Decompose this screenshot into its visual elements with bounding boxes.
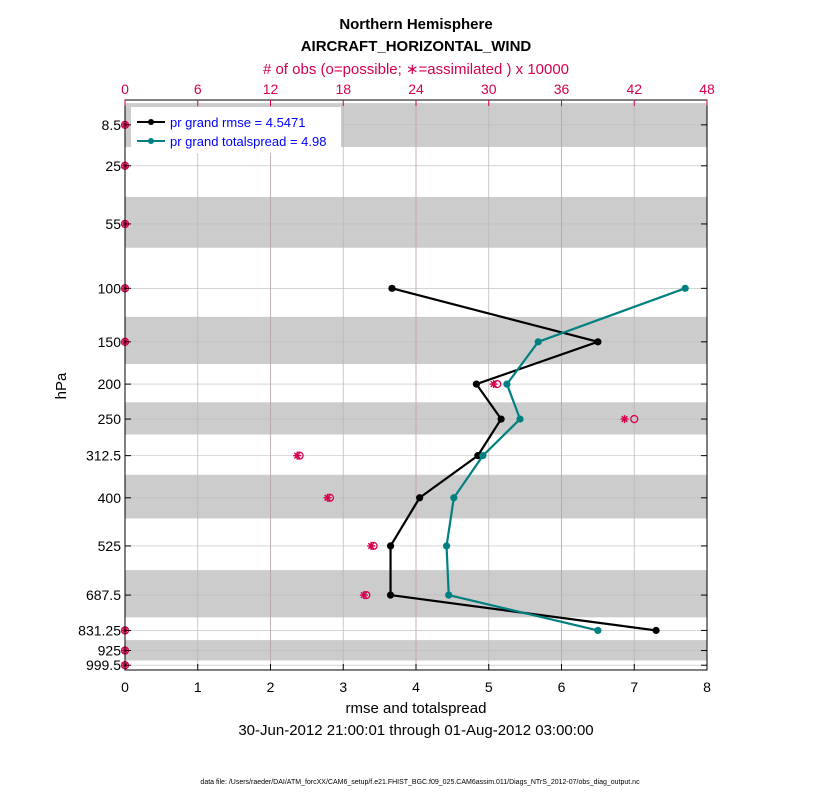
series-1-point-2 <box>503 380 511 388</box>
series-0-point-8 <box>652 626 660 635</box>
legend-box <box>131 107 341 153</box>
series-0-point-3 <box>497 415 505 423</box>
top-tick-label-7: 42 <box>626 81 642 97</box>
y-tick-label-8: 400 <box>98 490 122 506</box>
top-x-axis: 0 6 12 18 24 30 36 42 48 <box>121 81 715 106</box>
obs-assimilated-marker-7 <box>293 451 302 460</box>
series-1-point-0 <box>681 284 689 292</box>
x-tick-label-4: 4 <box>412 679 420 695</box>
y-tick-label-0: 8.5 <box>102 117 122 133</box>
series-1-point-8 <box>594 626 602 635</box>
obs-assimilated-marker-8 <box>323 493 332 502</box>
x-tick-label-5: 5 <box>485 679 493 695</box>
chart-title: Northern Hemisphere <box>339 16 492 33</box>
x-tick-label-6: 6 <box>558 679 566 695</box>
date-range: 30-Jun-2012 21:00:01 through 01-Aug-2012… <box>238 722 593 739</box>
top-tick-label-6: 36 <box>554 81 570 97</box>
y-tick-label-7: 312.5 <box>86 448 121 464</box>
obs-assimilated-marker-10 <box>359 591 368 600</box>
series-0-point-2 <box>472 380 480 388</box>
obs-assimilated-stroke <box>324 494 331 502</box>
top-tick-label-8: 48 <box>699 81 715 97</box>
y-tick-label-13: 999.5 <box>86 657 121 673</box>
obs-assimilated-marker-5 <box>489 380 498 389</box>
series-0-point-1 <box>594 338 602 346</box>
legend-marker-totalspread <box>148 138 154 144</box>
y-tick-label-9: 525 <box>98 538 122 554</box>
series-1-point-4 <box>479 452 487 460</box>
legend-label-totalspread: pr grand totalspread = 4.98 <box>170 134 326 149</box>
top-tick-label-0: 0 <box>121 81 129 97</box>
obs-assimilated-marker-6 <box>620 415 629 424</box>
x-tick-label-0: 0 <box>121 679 129 695</box>
x-tick-label-3: 3 <box>339 679 347 695</box>
y-tick-label-5: 200 <box>98 376 122 392</box>
data-file-footer: data file: /Users/raeder/DAI/ATM_forcXX/… <box>200 779 640 786</box>
obs-assimilated-stroke <box>367 542 375 550</box>
legend-label-rmse: pr grand rmse = 4.5471 <box>170 115 306 130</box>
y-axis-label: hPa <box>53 372 70 399</box>
x-axis-label: rmse and totalspread <box>346 700 487 717</box>
top-tick-label-3: 18 <box>335 81 351 97</box>
y-tick-label-1: 25 <box>105 158 121 174</box>
y-tick-label-6: 250 <box>98 411 122 427</box>
series-1-point-7 <box>445 591 453 599</box>
series-0-point-6 <box>386 542 395 550</box>
series-1-point-3 <box>516 415 524 423</box>
obs-assimilated-marker-9 <box>367 541 376 550</box>
bottom-x-axis: 0 1 2 3 4 5 6 7 8 <box>121 664 711 695</box>
grid-lines <box>125 100 707 670</box>
top-tick-label-4: 24 <box>408 81 424 97</box>
x-tick-label-7: 7 <box>630 679 638 695</box>
legend: pr grand rmse = 4.5471 pr grand totalspr… <box>131 107 341 153</box>
obs-assimilated-stroke <box>360 591 368 599</box>
y-tick-label-12: 925 <box>98 643 122 659</box>
chart-subtitle: AIRCRAFT_HORIZONTAL_WIND <box>301 38 532 55</box>
legend-marker-rmse <box>148 119 154 125</box>
series-0-point-4 <box>474 452 482 460</box>
series-0-point-0 <box>388 284 396 292</box>
obs-possible-marker-6 <box>630 414 639 424</box>
x-tick-label-2: 2 <box>267 679 275 695</box>
series-1-point-6 <box>442 542 451 550</box>
top-axis-label: # of obs (o=possible; ∗=assimilated ) x … <box>263 61 569 78</box>
top-tick-label-1: 6 <box>194 81 202 97</box>
obs-assimilated-stroke <box>621 415 628 423</box>
y-axis: 8.5 25 55 100 150 200 250 312.5 400 525 687.5 831.2… <box>78 117 707 673</box>
series-0-point-5 <box>416 494 424 502</box>
y-tick-label-4: 150 <box>98 334 122 350</box>
data-series <box>386 284 689 635</box>
series-0-point-7 <box>386 591 395 599</box>
obs-assimilated-stroke <box>490 380 497 388</box>
series-1-point-1 <box>534 338 542 346</box>
y-tick-label-3: 100 <box>98 280 122 296</box>
top-tick-label-2: 12 <box>263 81 279 97</box>
obs-assimilated-stroke <box>293 452 301 459</box>
top-tick-label-5: 30 <box>481 81 497 97</box>
series-1-point-5 <box>450 494 458 502</box>
y-tick-label-2: 55 <box>105 216 121 232</box>
y-tick-label-10: 687.5 <box>86 587 121 603</box>
y-tick-label-11: 831.25 <box>78 622 121 638</box>
x-tick-label-1: 1 <box>194 679 202 695</box>
x-tick-label-8: 8 <box>703 679 711 695</box>
